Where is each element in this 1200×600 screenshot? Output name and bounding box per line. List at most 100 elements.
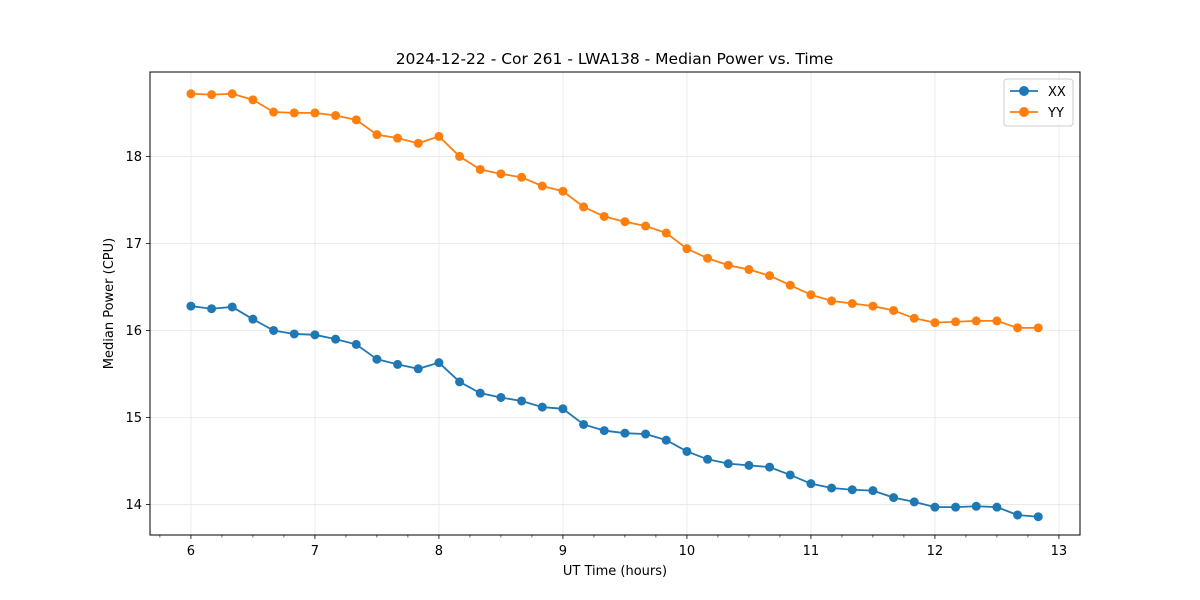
data-point-yy <box>641 221 651 231</box>
data-point-xx <box>393 359 403 369</box>
y-tick-label: 18 <box>125 150 142 165</box>
data-point-yy <box>599 211 609 221</box>
data-point-yy <box>703 253 713 263</box>
data-point-xx <box>455 377 465 387</box>
data-point-yy <box>269 107 279 117</box>
data-point-xx <box>641 429 651 439</box>
x-tick-label: 6 <box>187 544 195 559</box>
data-point-xx <box>951 502 961 512</box>
data-point-yy <box>475 164 485 174</box>
data-point-yy <box>186 89 196 99</box>
data-point-yy <box>744 265 754 275</box>
legend-marker-xx <box>1019 86 1029 96</box>
data-point-yy <box>889 305 899 315</box>
x-tick-label: 13 <box>1051 544 1068 559</box>
data-point-yy <box>806 290 816 300</box>
data-point-xx <box>827 483 837 493</box>
legend-label-yy: YY <box>1047 106 1064 121</box>
x-tick-label: 7 <box>311 544 319 559</box>
data-point-xx <box>930 502 940 512</box>
data-point-yy <box>847 299 857 308</box>
data-point-xx <box>1033 512 1043 522</box>
x-tick-label: 8 <box>435 544 443 559</box>
data-point-xx <box>909 497 919 507</box>
data-point-xx <box>269 325 279 335</box>
data-point-xx <box>517 396 527 406</box>
data-point-yy <box>393 133 403 143</box>
data-point-xx <box>537 402 547 412</box>
plot-frame <box>149 71 1081 536</box>
data-point-xx <box>207 304 217 314</box>
y-axis-label: Median Power (CPU) <box>102 238 117 369</box>
data-point-xx <box>599 426 609 436</box>
data-point-xx <box>579 419 589 429</box>
data-point-yy <box>537 181 547 191</box>
chart-title: 2024-12-22 - Cor 261 - LWA138 - Median P… <box>396 50 834 68</box>
data-point-yy <box>1033 323 1043 333</box>
y-tick-label: 14 <box>125 498 142 513</box>
data-point-xx <box>661 435 671 445</box>
y-tick-label: 15 <box>125 411 142 426</box>
data-point-yy <box>827 296 837 306</box>
data-point-xx <box>496 392 506 402</box>
data-point-yy <box>372 130 382 140</box>
data-point-yy <box>496 169 506 179</box>
data-point-xx <box>558 404 568 414</box>
data-point-yy <box>558 186 568 196</box>
data-point-yy <box>434 131 444 141</box>
data-point-yy <box>1013 323 1023 333</box>
data-point-yy <box>868 301 878 311</box>
data-point-xx <box>331 334 341 344</box>
data-point-xx <box>310 330 320 340</box>
data-point-yy <box>310 108 320 118</box>
axis-ticks: 6 7 8 9 10 11 12 13 14 15 16 17 18 <box>125 150 1067 559</box>
data-point-xx <box>434 358 444 368</box>
x-axis-label: UT Time (hours) <box>563 564 667 579</box>
data-point-xx <box>682 446 692 456</box>
data-point-xx <box>785 470 795 480</box>
data-point-yy <box>207 90 217 100</box>
data-point-yy <box>909 313 919 323</box>
data-point-yy <box>517 172 527 182</box>
data-point-yy <box>579 202 589 212</box>
data-point-yy <box>289 108 299 118</box>
series-layer <box>186 89 1043 522</box>
data-point-xx <box>248 314 258 324</box>
data-point-yy <box>765 271 775 281</box>
data-point-yy <box>785 280 795 290</box>
x-tick-label: 12 <box>927 544 944 559</box>
data-point-xx <box>723 459 733 469</box>
legend-marker-yy <box>1019 107 1029 117</box>
data-point-xx <box>351 339 361 349</box>
data-point-yy <box>331 111 341 121</box>
x-tick-label: 10 <box>679 544 696 559</box>
legend-label-xx: XX <box>1048 85 1066 100</box>
data-point-yy <box>951 317 961 327</box>
data-point-yy <box>971 316 981 326</box>
data-point-yy <box>455 151 465 161</box>
data-point-xx <box>889 493 899 503</box>
data-point-xx <box>992 502 1002 512</box>
data-point-xx <box>806 479 816 489</box>
data-point-xx <box>413 364 423 374</box>
data-point-xx <box>227 302 237 312</box>
data-point-xx <box>847 485 857 495</box>
grid-lines <box>150 72 1080 535</box>
data-point-yy <box>227 89 237 99</box>
data-point-yy <box>620 217 630 227</box>
data-point-xx <box>372 354 382 364</box>
x-tick-label: 11 <box>803 544 820 559</box>
x-tick-label: 9 <box>559 544 567 559</box>
data-point-xx <box>765 462 775 472</box>
data-point-xx <box>1013 510 1023 520</box>
data-point-yy <box>351 115 361 125</box>
legend: XX YY <box>1003 78 1074 127</box>
data-point-xx <box>620 428 630 438</box>
data-point-xx <box>289 329 299 339</box>
y-tick-label: 17 <box>125 237 142 252</box>
data-point-xx <box>744 460 754 470</box>
data-point-xx <box>868 486 878 496</box>
data-point-yy <box>248 95 258 105</box>
data-point-yy <box>930 318 940 328</box>
